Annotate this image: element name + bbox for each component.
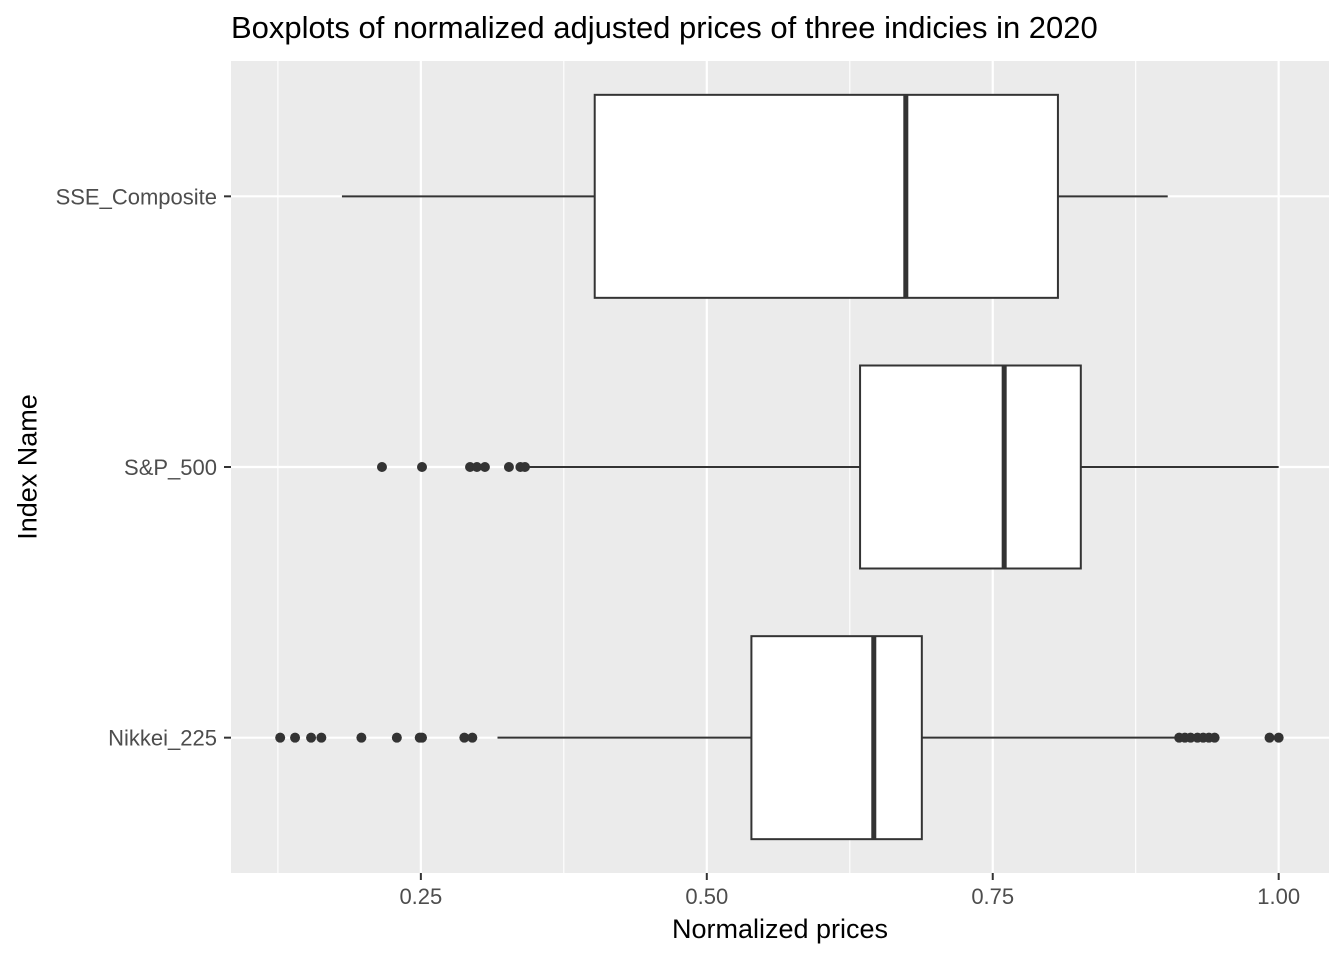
outlier-point <box>290 732 301 743</box>
box-group <box>376 364 1279 570</box>
outlier-point <box>471 462 482 472</box>
outlier-point <box>465 462 476 472</box>
outlier-point <box>306 732 317 743</box>
outlier-point <box>459 732 470 743</box>
boxes-layer <box>275 93 1284 841</box>
x-tick-label: 1.00 <box>1257 884 1300 909</box>
box-iqr <box>859 364 1082 570</box>
y-tick-label: S&P_500 <box>124 455 217 480</box>
outlier-point <box>1264 732 1275 743</box>
y-axis-label: Index Name <box>12 394 43 540</box>
outlier-point <box>275 732 286 743</box>
outlier-point <box>316 732 327 743</box>
box-iqr <box>593 93 1059 299</box>
y-axis: SSE_Composite S&P_500 Nikkei_225 <box>56 184 231 751</box>
outlier-point <box>503 462 514 472</box>
outlier-point <box>1209 732 1220 743</box>
outlier-point <box>356 732 367 743</box>
outlier-point <box>467 732 478 743</box>
outlier-point <box>479 462 490 472</box>
box-group <box>341 93 1168 299</box>
outlier-point <box>417 462 428 472</box>
outlier-point <box>376 462 387 472</box>
x-tick-label: 0.50 <box>685 884 728 909</box>
y-tick-label: Nikkei_225 <box>108 726 217 751</box>
outlier-point <box>417 732 428 743</box>
x-axis: 0.25 0.50 0.75 1.00 <box>399 873 1300 909</box>
box-group <box>275 635 1284 841</box>
y-tick-label: SSE_Composite <box>56 184 217 209</box>
x-tick-label: 0.25 <box>399 884 442 909</box>
outlier-point <box>391 732 402 743</box>
outlier-point <box>1185 732 1196 743</box>
chart-title: Boxplots of normalized adjusted prices o… <box>231 10 1098 45</box>
outlier-point <box>519 462 530 472</box>
outlier-point <box>1273 732 1284 743</box>
x-tick-label: 0.75 <box>971 884 1014 909</box>
x-axis-label: Normalized prices <box>671 914 889 944</box>
box-iqr <box>750 635 923 841</box>
